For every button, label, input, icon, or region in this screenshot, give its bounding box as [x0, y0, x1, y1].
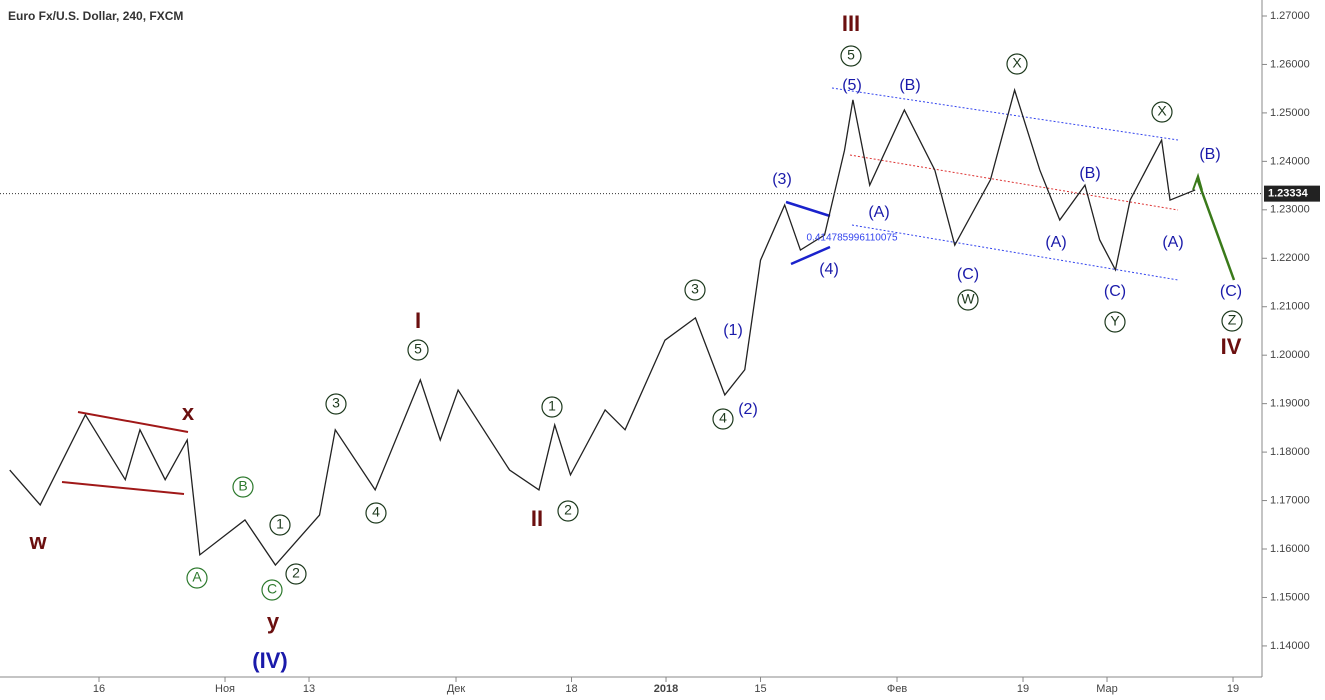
wave-label: (A) [1045, 234, 1066, 251]
wave-label: (2) [738, 401, 758, 418]
wave-label: W [961, 291, 975, 307]
wave-label: (1) [723, 322, 743, 339]
wave-label: C [267, 581, 277, 597]
x-tick-label: Ноя [215, 683, 235, 695]
wave-label: I [415, 308, 421, 333]
wave-label: x [182, 400, 195, 425]
x-tick-label: Дек [447, 683, 466, 695]
y-tick-label: 1.15000 [1270, 591, 1310, 603]
wave-circle [1104, 311, 1126, 333]
y-tick-label: 1.25000 [1270, 107, 1310, 119]
trend-lines [61, 87, 1236, 495]
wave-label: 5 [847, 47, 855, 63]
y-tick-label: 1.16000 [1270, 543, 1310, 555]
price-line [9, 87, 1196, 567]
current-price-box [1264, 185, 1320, 202]
wave-label: 1 [548, 398, 556, 414]
wave-label: Y [1110, 313, 1120, 329]
wave-label: 4 [719, 410, 727, 426]
wave-label: (B) [899, 77, 920, 94]
wave-circle [1151, 101, 1173, 123]
y-tick-label: 1.14000 [1270, 640, 1310, 652]
wave-circle [712, 408, 734, 430]
wave-label: III [842, 11, 860, 36]
x-tick-label: 13 [303, 683, 315, 695]
wave-label: B [238, 478, 247, 494]
wave-label: (C) [1104, 283, 1126, 300]
wave-circle [232, 476, 254, 498]
wave-circle [957, 289, 979, 311]
wave-circle [365, 502, 387, 524]
wave-label: 5 [414, 341, 422, 357]
wave-label: 2 [564, 502, 572, 518]
y-tick-label: 1.22000 [1270, 252, 1310, 264]
y-tick-label: 1.23000 [1270, 204, 1310, 216]
wave-circle [261, 579, 283, 601]
wave-label: y [267, 609, 280, 634]
wave-label: (3) [772, 171, 792, 188]
wave-label: II [531, 506, 543, 531]
wave-label: (C) [957, 266, 979, 283]
wave-circle [285, 563, 307, 585]
wave-circle [684, 279, 706, 301]
wave-label: 2 [292, 565, 300, 581]
wave-label: (B) [1079, 165, 1100, 182]
wave-label: 1 [276, 516, 284, 532]
current-price-label: 1.23334 [1268, 188, 1309, 200]
x-tick-label: 15 [754, 683, 766, 695]
wave-label: w [28, 529, 47, 554]
wave-circle [541, 396, 563, 418]
wave-label: (4) [819, 261, 839, 278]
x-tick-label: 16 [93, 683, 105, 695]
wave-circle [325, 393, 347, 415]
wave-label: 3 [332, 395, 340, 411]
wave-label: (IV) [252, 648, 287, 673]
x-tick-label: 18 [565, 683, 577, 695]
wave-label: X [1012, 55, 1022, 71]
y-tick-label: 1.27000 [1270, 10, 1310, 22]
x-tick-label: Мар [1096, 683, 1118, 695]
wave-circle [269, 514, 291, 536]
wave-label: (C) [1220, 283, 1242, 300]
wave-label: (B) [1199, 146, 1220, 163]
y-tick-label: 1.26000 [1270, 58, 1310, 70]
y-tick-label: 1.18000 [1270, 446, 1310, 458]
wave-circle [557, 500, 579, 522]
wave-circle [1006, 53, 1028, 75]
x-tick-label: 2018 [654, 683, 678, 695]
wave-label: 0.414785996110075 [806, 233, 897, 244]
y-tick-label: 1.24000 [1270, 155, 1310, 167]
wave-label: Z [1228, 312, 1237, 328]
wave-label: X [1157, 103, 1167, 119]
wave-circle [1221, 310, 1243, 332]
wave-label: IV [1221, 334, 1242, 359]
x-tick-label: Фев [887, 683, 907, 695]
wave-circle [407, 339, 429, 361]
y-tick-label: 1.17000 [1270, 494, 1310, 506]
wave-label: (A) [868, 204, 889, 221]
x-tick-label: 19 [1227, 683, 1239, 695]
y-tick-label: 1.20000 [1270, 349, 1310, 361]
wave-label: 4 [372, 504, 380, 520]
wave-label: (5) [842, 77, 862, 94]
wave-label: (A) [1162, 234, 1183, 251]
wave-label: 3 [691, 281, 699, 297]
y-tick-label: 1.21000 [1270, 301, 1310, 313]
wave-label: A [192, 569, 202, 585]
wave-circle [186, 567, 208, 589]
chart-title: Euro Fx/U.S. Dollar, 240, FXCM [8, 9, 183, 23]
y-tick-label: 1.19000 [1270, 398, 1310, 410]
wave-circle [840, 45, 862, 67]
x-tick-label: 19 [1017, 683, 1029, 695]
